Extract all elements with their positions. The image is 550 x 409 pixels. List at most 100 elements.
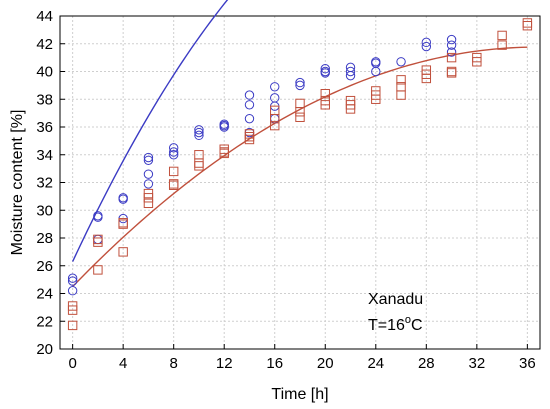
- data-point-square: [295, 107, 305, 117]
- y-tick-label: 42: [36, 36, 53, 53]
- data-point-square: [371, 94, 381, 104]
- data-markers: [67, 18, 533, 331]
- data-point-circle: [143, 179, 154, 189]
- fit-curves: [71, 0, 528, 288]
- data-point-square: [270, 120, 280, 131]
- data-point-square: [522, 21, 533, 31]
- data-point-circle: [143, 169, 154, 179]
- data-point-square: [396, 75, 406, 85]
- y-tick-label: 40: [36, 64, 53, 81]
- data-point-circle: [219, 120, 229, 131]
- data-point-circle: [345, 66, 356, 77]
- data-point-square: [143, 198, 154, 209]
- data-point-square: [472, 57, 482, 67]
- data-point-square: [320, 100, 330, 110]
- y-tick-label: 30: [36, 202, 53, 219]
- data-point-circle: [320, 64, 330, 74]
- data-point-circle: [421, 37, 432, 48]
- data-point-square: [143, 193, 154, 203]
- x-tick-label: 12: [216, 355, 233, 372]
- data-point-square: [244, 134, 255, 145]
- x-tick-label: 36: [519, 355, 536, 372]
- data-point-circle: [396, 57, 406, 67]
- x-tick-label: 8: [170, 355, 178, 372]
- data-point-square: [497, 30, 507, 41]
- data-point-circle: [320, 68, 330, 78]
- data-point-circle: [270, 82, 280, 92]
- x-tick-label: 32: [468, 355, 485, 372]
- data-point-circle: [143, 152, 154, 163]
- y-tick-label: 26: [36, 258, 53, 275]
- data-point-circle: [168, 150, 179, 160]
- data-point-circle: [194, 127, 204, 138]
- fit-curve-square: [72, 46, 528, 288]
- data-point-circle: [244, 90, 255, 100]
- fit-curve-circle: [71, 0, 229, 262]
- data-point-circle: [168, 147, 179, 157]
- data-point-square: [168, 180, 179, 190]
- data-point-circle: [67, 273, 78, 283]
- data-point-square: [345, 104, 356, 114]
- annotation-cultivar: Xanadu: [368, 291, 423, 308]
- data-point-circle: [118, 194, 128, 204]
- data-point-circle: [446, 34, 457, 45]
- data-point-circle: [295, 80, 305, 91]
- x-tick-label: 20: [317, 355, 334, 372]
- y-tick-label: 38: [36, 91, 53, 108]
- y-tick-label: 22: [36, 313, 53, 330]
- y-tick-label: 20: [36, 341, 53, 358]
- x-tick-label: 16: [266, 355, 283, 372]
- y-axis: 20 22 24 26 28 30 32 34 36 38 40 42 44: [36, 8, 65, 358]
- data-point-circle: [446, 40, 457, 50]
- data-point-square: [446, 68, 457, 78]
- data-point-square: [219, 147, 229, 157]
- data-point-square: [295, 112, 305, 122]
- data-point-circle: [143, 155, 154, 166]
- y-tick-label: 32: [36, 175, 53, 192]
- y-tick-label: 36: [36, 119, 53, 136]
- y-tick-label: 28: [36, 230, 53, 247]
- x-axis-label: Time [h]: [271, 386, 328, 403]
- y-tick-label: 44: [36, 8, 53, 25]
- data-point-circle: [168, 143, 179, 153]
- data-point-circle: [244, 113, 255, 124]
- data-point-square: [396, 90, 406, 100]
- data-point-circle: [446, 47, 457, 57]
- data-point-square: [446, 52, 457, 63]
- data-point-circle: [421, 41, 432, 52]
- x-tick-label: 24: [367, 355, 384, 372]
- y-axis-label: Moisture content [%]: [9, 110, 26, 256]
- annotation-temp-prefix: T=16: [368, 317, 405, 334]
- data-point-circle: [244, 100, 255, 110]
- grid: [60, 15, 540, 350]
- data-point-circle: [93, 212, 103, 222]
- data-point-square: [194, 158, 204, 168]
- data-point-circle: [194, 125, 204, 135]
- data-point-circle: [295, 77, 305, 88]
- data-point-square: [168, 166, 179, 177]
- y-tick-label: 34: [36, 147, 53, 164]
- data-point-square: [421, 73, 432, 84]
- x-tick-label: 28: [418, 355, 435, 372]
- data-point-square: [497, 40, 507, 50]
- x-axis: 0 4 8 12 16 20 24 28 32 36: [68, 344, 536, 372]
- data-point-circle: [67, 276, 78, 286]
- data-point-square: [118, 247, 128, 257]
- annotation-temp-degree: o: [405, 314, 411, 326]
- data-point-square: [270, 113, 280, 124]
- data-point-square: [194, 161, 204, 171]
- x-tick-label: 0: [68, 355, 76, 372]
- data-point-square: [67, 320, 78, 331]
- data-point-circle: [67, 286, 78, 296]
- data-point-square: [93, 237, 103, 247]
- data-point-square: [295, 98, 305, 109]
- annotation-temp-unit: C: [411, 317, 423, 334]
- data-point-circle: [345, 70, 356, 81]
- data-point-square: [93, 265, 103, 275]
- data-point-square: [320, 89, 330, 99]
- data-point-square: [118, 219, 128, 229]
- data-point-square: [67, 305, 78, 315]
- x-tick-label: 4: [119, 355, 127, 372]
- y-tick-label: 24: [36, 286, 53, 303]
